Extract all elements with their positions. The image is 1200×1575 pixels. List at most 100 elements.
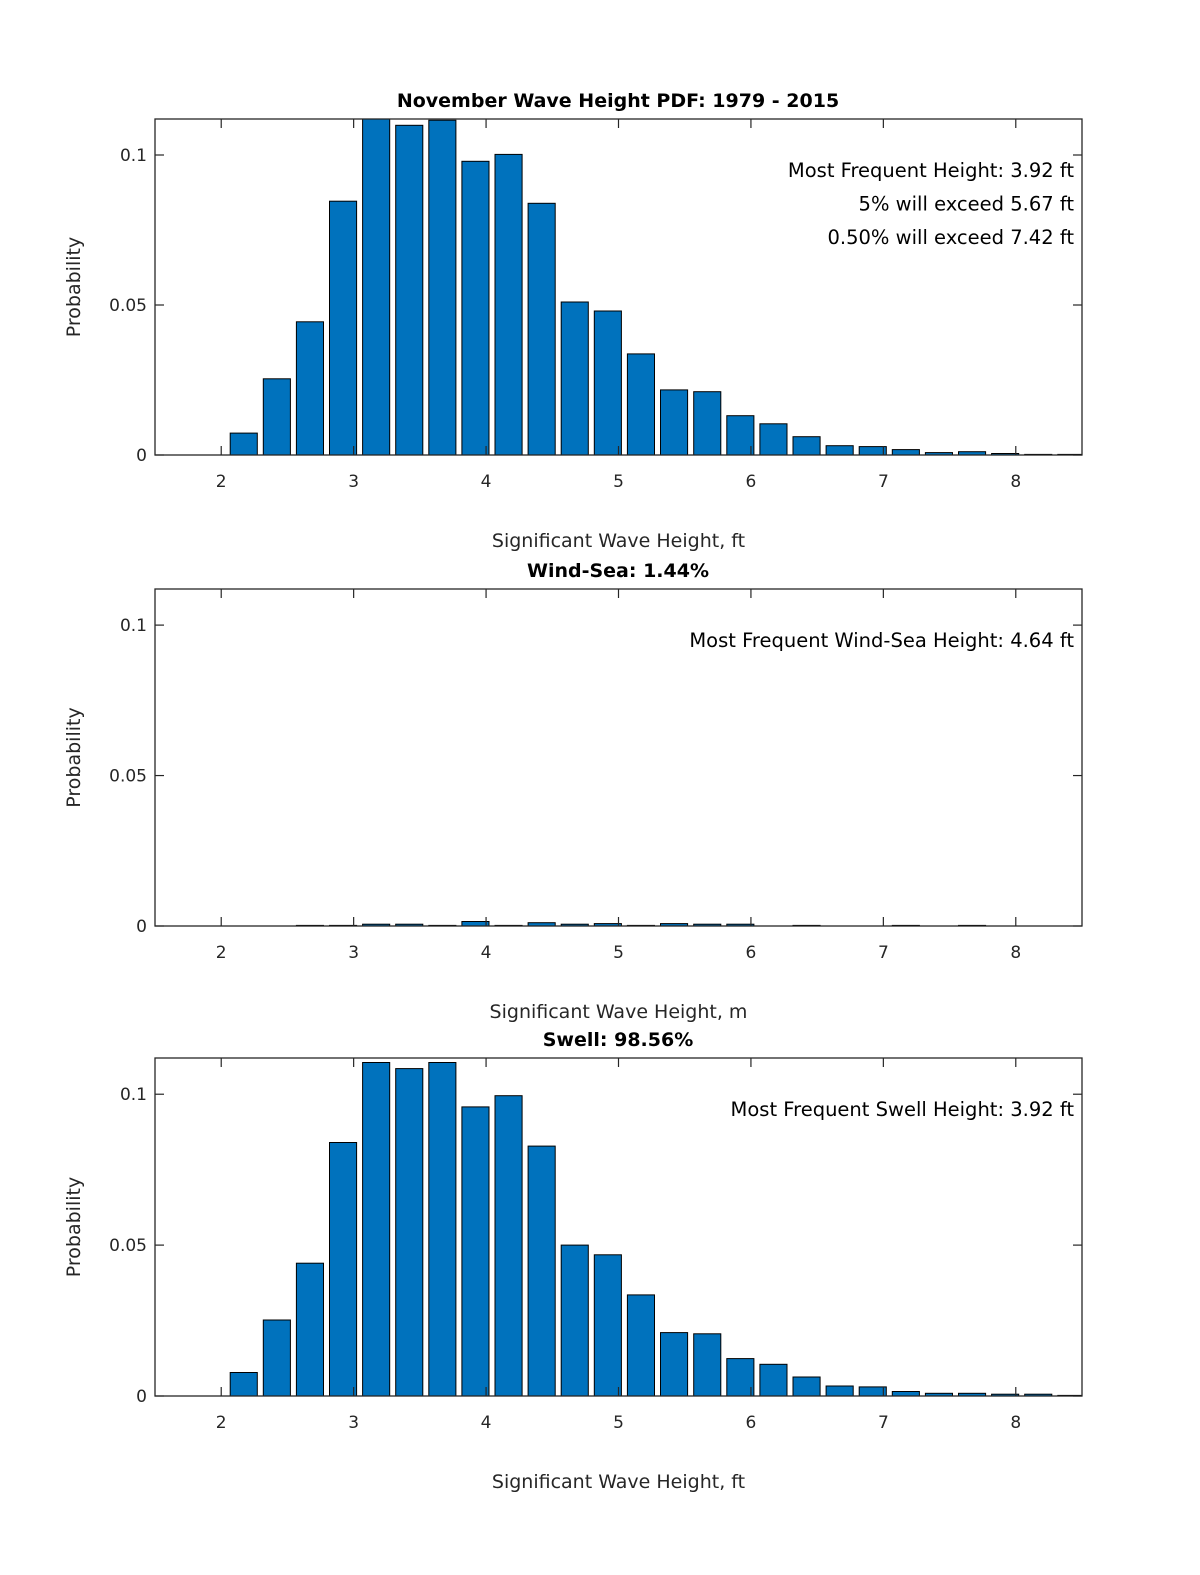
x-tick-label: 5 [613,472,624,492]
x-tick-label: 2 [216,1413,227,1433]
bar [295,321,324,455]
annotation: Most Frequent Height: 3.92 ft [788,159,1074,182]
bar [726,1358,755,1396]
y-tick-label: 0 [136,1387,147,1407]
bar [693,1333,722,1396]
x-tick-label: 5 [613,1413,624,1433]
bar [792,1376,821,1396]
bar [924,1392,954,1396]
bar [891,449,920,455]
x-axis-label: Significant Wave Height, ft [492,530,745,552]
x-tick-label: 6 [746,472,757,492]
bar [693,923,722,926]
annotation-group: Most Frequent Height: 3.92 ft 5% will exc… [788,159,1074,249]
annotation: 5% will exceed 5.67 ft [859,193,1075,216]
bar [262,1319,291,1396]
chart-title: Swell: 98.56% [543,1029,694,1051]
x-tick-label: 6 [746,943,757,963]
x-tick-label: 7 [878,472,889,492]
bar [958,1392,987,1396]
bar [229,1372,258,1396]
bar [527,202,556,455]
bar [626,1294,656,1396]
bar [395,923,424,926]
y-tick-label: 0.1 [120,616,147,636]
y-tick-label: 0 [136,446,147,466]
y-axis-label: Probability [63,1177,85,1277]
y-tick-label: 0.1 [120,1085,147,1105]
annotation: Most Frequent Swell Height: 3.92 ft [731,1098,1075,1121]
x-axis-label: Significant Wave Height, ft [492,1471,745,1493]
x-tick-label: 8 [1010,1413,1021,1433]
bar [395,1068,424,1396]
y-tick-label: 0.05 [109,767,147,787]
annotation-group: Most Frequent Wind-Sea Height: 4.64 ft [689,629,1074,652]
bar-group [229,119,1082,455]
x-tick-label: 3 [348,472,359,492]
bar [891,1391,920,1396]
bar [494,153,523,455]
bar [229,432,258,455]
bar [262,378,291,455]
tick-group: 2 3 4 5 6 7 8 0 0.05 0.1 [109,589,1082,963]
bar [924,452,954,455]
bar [560,1244,589,1396]
bar [560,301,589,455]
x-axis-label: Significant Wave Height, m [490,1001,748,1023]
bar [825,445,854,455]
bar [329,1142,358,1396]
tick-group: 2 3 4 5 6 7 8 0 0.05 0.1 [109,119,1082,492]
bar [362,1062,391,1396]
bar [593,310,622,455]
chart-title: November Wave Height PDF: 1979 - 2015 [397,90,839,112]
bar [428,1062,457,1396]
bar [527,922,556,926]
bar [461,160,490,455]
panel-swell: Swell: 98.56% 2 3 4 5 6 7 8 0 0.05 0.1 Most Frequ… [63,1029,1083,1493]
bar [759,1363,788,1396]
x-tick-label: 4 [481,1413,492,1433]
bar-group [295,921,987,926]
bar [329,200,358,455]
x-tick-label: 3 [348,943,359,963]
bar [560,923,589,926]
bar [295,1262,324,1396]
y-tick-label: 0.05 [109,1236,147,1256]
bar [461,1106,490,1396]
bar [362,119,391,455]
bar [792,436,821,455]
x-tick-label: 3 [348,1413,359,1433]
bar [626,353,656,455]
bar [858,446,887,455]
bar [759,423,788,455]
annotation: Most Frequent Wind-Sea Height: 4.64 ft [689,629,1074,652]
panel-wind-sea: Wind-Sea: 1.44% 2 3 4 5 6 7 8 0 0.05 0.1 Most Fre… [63,560,1083,1023]
bar [527,1145,556,1396]
chart-title: Wind-Sea: 1.44% [527,560,709,582]
bar [693,391,722,455]
x-tick-label: 2 [216,472,227,492]
bar [726,415,755,455]
x-tick-label: 4 [481,943,492,963]
x-tick-label: 6 [746,1413,757,1433]
bar [461,921,490,926]
x-tick-label: 8 [1010,943,1021,963]
bar [660,1332,689,1396]
bar [362,923,391,926]
y-axis-label: Probability [63,707,85,807]
x-tick-label: 7 [878,943,889,963]
bar [395,124,424,455]
x-tick-label: 8 [1010,472,1021,492]
bar [858,1386,887,1396]
bar [958,451,987,455]
annotation-group: Most Frequent Swell Height: 3.92 ft [731,1098,1075,1121]
bar [726,923,755,926]
x-tick-label: 4 [481,472,492,492]
y-axis-label: Probability [63,237,85,337]
bar [494,1095,523,1396]
x-tick-label: 7 [878,1413,889,1433]
y-tick-label: 0 [136,917,147,937]
annotation: 0.50% will exceed 7.42 ft [828,226,1075,249]
bar [991,453,1020,455]
